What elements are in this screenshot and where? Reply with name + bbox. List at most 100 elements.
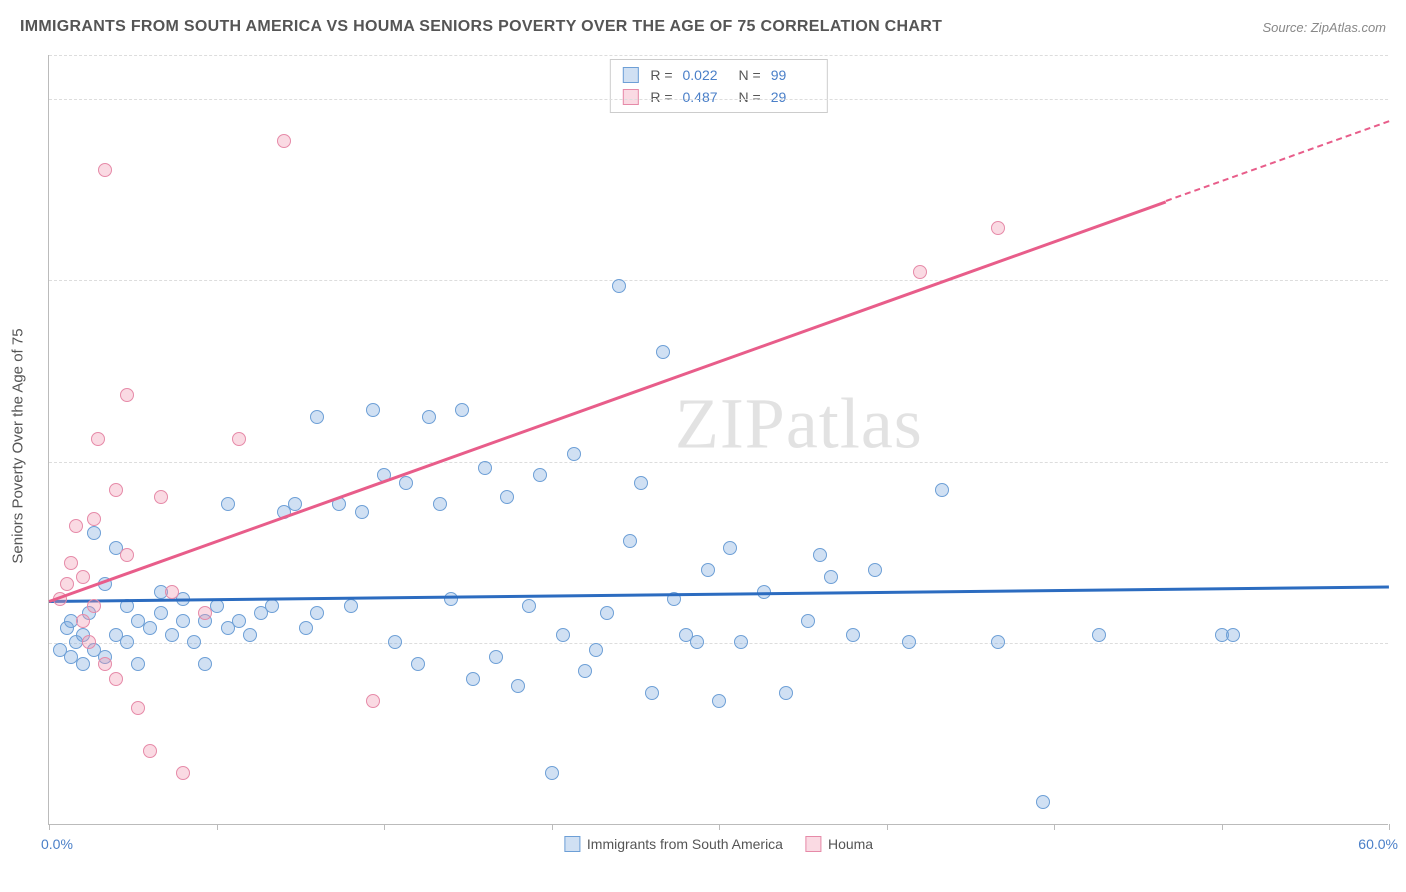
legend-label: Immigrants from South America bbox=[587, 836, 783, 852]
data-point bbox=[522, 599, 536, 613]
data-point bbox=[813, 548, 827, 562]
data-point bbox=[567, 447, 581, 461]
gridline bbox=[49, 280, 1388, 281]
legend-label: Houma bbox=[828, 836, 873, 852]
data-point bbox=[91, 432, 105, 446]
data-point bbox=[120, 548, 134, 562]
data-point bbox=[69, 519, 83, 533]
data-point bbox=[265, 599, 279, 613]
legend-row: R =0.487N =29 bbox=[622, 86, 814, 108]
data-point bbox=[60, 577, 74, 591]
data-point bbox=[221, 497, 235, 511]
legend-swatch bbox=[622, 89, 638, 105]
data-point bbox=[868, 563, 882, 577]
data-point bbox=[76, 614, 90, 628]
data-point bbox=[545, 766, 559, 780]
gridline bbox=[49, 462, 1388, 463]
data-point bbox=[131, 701, 145, 715]
data-point bbox=[87, 599, 101, 613]
n-value: 99 bbox=[771, 67, 815, 83]
data-point bbox=[824, 570, 838, 584]
data-point bbox=[411, 657, 425, 671]
watermark: ZIPatlas bbox=[675, 383, 923, 466]
correlation-chart: IMMIGRANTS FROM SOUTH AMERICA VS HOUMA S… bbox=[0, 0, 1406, 892]
data-point bbox=[902, 635, 916, 649]
gridline bbox=[49, 643, 1388, 644]
x-axis-min: 0.0% bbox=[41, 836, 73, 852]
data-point bbox=[299, 621, 313, 635]
data-point bbox=[98, 163, 112, 177]
trend-line bbox=[49, 585, 1389, 602]
legend-item: Houma bbox=[805, 836, 873, 852]
chart-title: IMMIGRANTS FROM SOUTH AMERICA VS HOUMA S… bbox=[20, 18, 942, 36]
data-point bbox=[310, 410, 324, 424]
data-point bbox=[198, 657, 212, 671]
data-point bbox=[64, 556, 78, 570]
data-point bbox=[232, 614, 246, 628]
r-label: R = bbox=[650, 67, 672, 83]
gridline bbox=[49, 99, 1388, 100]
data-point bbox=[98, 657, 112, 671]
data-point bbox=[388, 635, 402, 649]
data-point bbox=[143, 621, 157, 635]
data-point bbox=[109, 672, 123, 686]
legend-swatch bbox=[622, 67, 638, 83]
n-value: 29 bbox=[771, 89, 815, 105]
x-tick bbox=[887, 824, 888, 830]
legend-item: Immigrants from South America bbox=[564, 836, 783, 852]
data-point bbox=[422, 410, 436, 424]
data-point bbox=[779, 686, 793, 700]
data-point bbox=[612, 279, 626, 293]
data-point bbox=[344, 599, 358, 613]
x-tick bbox=[217, 824, 218, 830]
data-point bbox=[489, 650, 503, 664]
data-point bbox=[533, 468, 547, 482]
gridline bbox=[49, 55, 1388, 56]
data-point bbox=[634, 476, 648, 490]
data-point bbox=[176, 766, 190, 780]
trend-line-extrapolated bbox=[1165, 120, 1389, 202]
n-label: N = bbox=[739, 89, 761, 105]
data-point bbox=[623, 534, 637, 548]
data-point bbox=[600, 606, 614, 620]
x-tick bbox=[1222, 824, 1223, 830]
watermark-text-2: atlas bbox=[786, 384, 923, 464]
data-point bbox=[355, 505, 369, 519]
plot-area: ZIPatlas R =0.022N =99R =0.487N =29 Immi… bbox=[48, 55, 1388, 825]
data-point bbox=[991, 221, 1005, 235]
data-point bbox=[690, 635, 704, 649]
data-point bbox=[120, 635, 134, 649]
y-axis-label: Seniors Poverty Over the Age of 75 bbox=[10, 328, 27, 563]
data-point bbox=[165, 628, 179, 642]
data-point bbox=[87, 512, 101, 526]
trend-line bbox=[49, 200, 1167, 602]
legend-swatch bbox=[564, 836, 580, 852]
data-point bbox=[723, 541, 737, 555]
data-point bbox=[76, 657, 90, 671]
data-point bbox=[366, 403, 380, 417]
legend-correlation: R =0.022N =99R =0.487N =29 bbox=[609, 59, 827, 113]
data-point bbox=[846, 628, 860, 642]
legend-series: Immigrants from South America Houma bbox=[564, 836, 873, 852]
data-point bbox=[801, 614, 815, 628]
data-point bbox=[1036, 795, 1050, 809]
x-tick bbox=[552, 824, 553, 830]
data-point bbox=[187, 635, 201, 649]
data-point bbox=[556, 628, 570, 642]
r-value: 0.022 bbox=[683, 67, 727, 83]
data-point bbox=[277, 134, 291, 148]
data-point bbox=[478, 461, 492, 475]
data-point bbox=[198, 606, 212, 620]
data-point bbox=[310, 606, 324, 620]
data-point bbox=[366, 694, 380, 708]
data-point bbox=[511, 679, 525, 693]
data-point bbox=[701, 563, 715, 577]
data-point bbox=[154, 606, 168, 620]
data-point bbox=[131, 657, 145, 671]
x-tick bbox=[1054, 824, 1055, 830]
data-point bbox=[154, 490, 168, 504]
x-tick bbox=[1389, 824, 1390, 830]
data-point bbox=[656, 345, 670, 359]
data-point bbox=[1092, 628, 1106, 642]
data-point bbox=[120, 388, 134, 402]
